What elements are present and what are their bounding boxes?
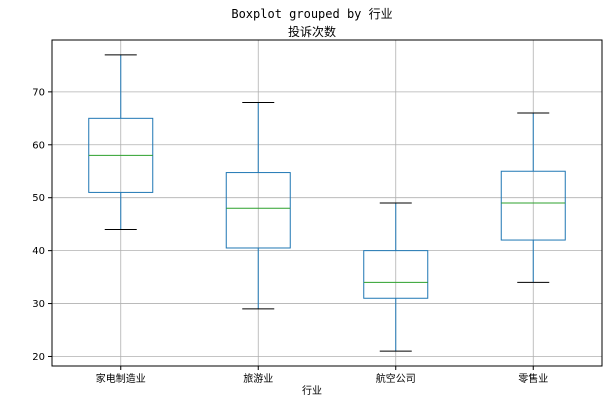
x-tick-label: 家电制造业 (96, 372, 146, 385)
y-tick-label: 40 (32, 246, 45, 257)
chart-suptitle: Boxplot grouped by 行业 (231, 7, 392, 21)
y-tick-label: 20 (32, 352, 45, 363)
x-tick-label: 航空公司 (376, 372, 416, 385)
iqr-box (225, 172, 291, 249)
box-group (225, 101, 291, 310)
box-group (88, 54, 154, 230)
x-axis-ticks: 家电制造业 旅游业 航空公司 零售业 (96, 366, 548, 385)
y-tick-label: 50 (32, 193, 45, 204)
plot-area-frame (51, 39, 603, 367)
y-axis-ticks: 20 30 40 50 60 70 (32, 87, 52, 363)
iqr-box (363, 250, 429, 299)
chart-title: 投诉次数 (288, 24, 336, 39)
y-tick-label: 60 (32, 140, 45, 151)
box-group (363, 202, 429, 352)
y-tick-label: 30 (32, 299, 45, 310)
x-tick-label: 旅游业 (243, 372, 273, 385)
iqr-box (500, 170, 566, 241)
box-marks (88, 54, 566, 352)
x-tick-label: 零售业 (518, 372, 548, 385)
x-axis-label: 行业 (302, 384, 322, 397)
y-tick-label: 70 (32, 87, 45, 98)
box-group (500, 112, 566, 283)
